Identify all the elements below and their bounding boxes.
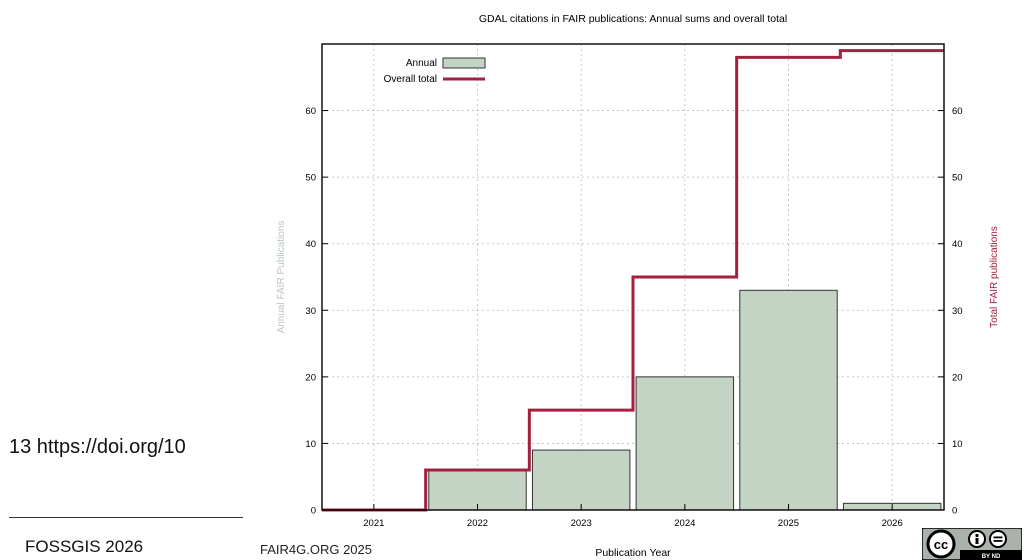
footer-conference: FOSSGIS 2026: [25, 537, 144, 556]
y-axis-left-ticks: 0 10 20 30 40 50 60: [305, 106, 328, 517]
legend-swatch-annual: [442, 57, 486, 69]
y-right-tick-label: 50: [952, 173, 963, 184]
y-right-tick-label: 20: [952, 372, 963, 383]
total-step-path: [322, 49, 944, 512]
legend-label-annual: Annual: [406, 58, 437, 69]
x-tick-label-2025: 2025: [778, 518, 799, 529]
x-axis-ticks: 2021 2022 2023 2024 2025 2026: [363, 504, 903, 529]
legend: Annual Overall total: [384, 57, 486, 85]
y-left-tick-label: 30: [305, 306, 316, 317]
y-right-tick-label: 30: [952, 306, 963, 317]
footer-divider: [9, 517, 243, 518]
y-left-tick-label: 10: [305, 439, 316, 450]
bar-2022: [428, 469, 527, 511]
slide-url-text[interactable]: 13 https://doi.org/10: [9, 436, 186, 458]
bar-2024: [635, 376, 735, 511]
y-right-tick-label: 40: [952, 239, 963, 250]
y-left-tick-label: 50: [305, 173, 316, 184]
y-axis-right-label: Total FAIR publications: [989, 226, 1000, 328]
legend-label-total: Overall total: [384, 74, 437, 85]
x-tick-label-2023: 2023: [571, 518, 592, 529]
y-left-tick-label: 20: [305, 372, 316, 383]
x-tick-label-2024: 2024: [674, 518, 695, 529]
plot-frame: [321, 43, 945, 511]
y-left-tick-label: 60: [305, 106, 316, 117]
y-left-tick-label: 0: [311, 506, 316, 517]
bar-2025: [739, 289, 838, 511]
y-axis-right-ticks: 0 10 20 30 40 50 60: [938, 106, 963, 517]
y-left-tick-label: 40: [305, 239, 316, 250]
y-axis-left-label: Annual FAIR Publications: [276, 221, 287, 334]
chart-title: GDAL citations in FAIR publications: Ann…: [479, 13, 787, 25]
x-axis-label: Publication Year: [595, 547, 671, 559]
y-right-tick-label: 60: [952, 106, 963, 117]
y-right-tick-label: 10: [952, 439, 963, 450]
total-step-line: [322, 49, 944, 512]
x-tick-label-2026: 2026: [882, 518, 903, 529]
cc-by-nd-icon: cc BY ND: [921, 527, 1023, 560]
bar-2023: [531, 449, 631, 511]
footer-site: FAIR4G.ORG 2025: [260, 542, 372, 557]
cc-badge-small-text: BY ND: [982, 554, 1001, 560]
cc-badge-text: cc: [934, 537, 948, 552]
x-tick-label-2022: 2022: [467, 518, 488, 529]
x-tick-label-2021: 2021: [363, 518, 384, 529]
y-right-tick-label: 0: [952, 506, 957, 517]
bar-series: [428, 289, 942, 511]
